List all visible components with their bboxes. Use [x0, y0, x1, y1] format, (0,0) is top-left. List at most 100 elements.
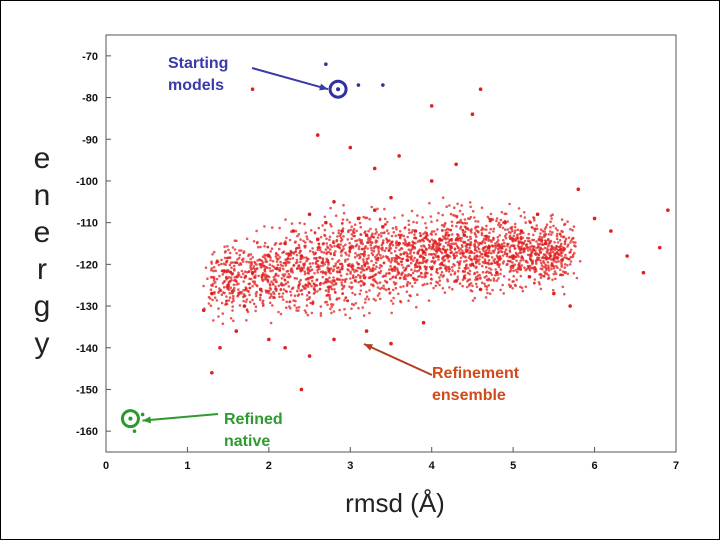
- cloud-point: [468, 278, 472, 281]
- cloud-point: [372, 297, 376, 301]
- data-point: [413, 229, 418, 233]
- data-point: [519, 229, 524, 233]
- cloud-point: [573, 251, 576, 255]
- cloud-point: [259, 258, 262, 262]
- cloud-point: [413, 247, 417, 250]
- cloud-point: [249, 266, 252, 269]
- cloud-point: [503, 234, 507, 238]
- cloud-point: [477, 247, 481, 251]
- cloud-point: [296, 246, 300, 250]
- cloud-point: [346, 299, 350, 303]
- cloud-point: [344, 243, 347, 247]
- cloud-point: [469, 249, 472, 253]
- y-axis-label-letter: g: [34, 290, 51, 323]
- cloud-point: [277, 274, 280, 278]
- cloud-point: [351, 276, 355, 279]
- cloud-point: [387, 259, 391, 262]
- cloud-point: [512, 269, 515, 273]
- cloud-point: [471, 299, 475, 302]
- cloud-point: [359, 274, 362, 278]
- cloud-point: [341, 249, 344, 253]
- cloud-point: [374, 232, 377, 236]
- cloud-point: [383, 223, 387, 226]
- cloud-point: [254, 270, 257, 274]
- data-point: [210, 291, 214, 296]
- cloud-point: [415, 260, 419, 264]
- plot-border: [105, 34, 677, 453]
- cloud-point: [409, 274, 413, 277]
- cloud-point: [552, 224, 555, 228]
- cloud-point: [253, 260, 256, 264]
- cloud-point: [342, 211, 346, 215]
- cloud-point: [223, 251, 227, 254]
- cloud-point: [430, 230, 434, 233]
- cloud-point: [402, 252, 406, 256]
- cloud-point: [495, 240, 499, 244]
- cloud-point: [376, 236, 380, 239]
- cloud-point: [446, 237, 449, 240]
- cloud-point: [545, 250, 549, 253]
- cloud-point: [248, 286, 252, 290]
- cloud-point: [513, 231, 516, 235]
- cloud-point: [221, 281, 225, 285]
- cloud-point: [517, 268, 520, 271]
- cloud-point: [225, 260, 228, 264]
- cloud-point: [377, 233, 381, 236]
- cloud-point: [555, 234, 559, 238]
- cloud-point: [407, 299, 410, 303]
- cloud-point: [362, 260, 366, 264]
- cloud-point: [243, 270, 247, 274]
- cloud-point: [334, 264, 337, 268]
- cloud-point: [255, 229, 258, 233]
- cloud-point: [432, 247, 436, 251]
- cloud-point: [292, 263, 296, 267]
- cloud-point: [401, 257, 405, 261]
- cloud-point: [436, 281, 440, 285]
- cloud-point: [254, 309, 257, 313]
- cloud-point: [445, 205, 449, 208]
- cloud-point: [432, 286, 435, 290]
- cloud-point: [268, 296, 272, 300]
- cloud-point: [424, 235, 428, 239]
- cloud-point: [307, 272, 311, 275]
- data-point: [132, 429, 137, 433]
- cloud-point: [265, 260, 269, 263]
- cloud-point: [323, 228, 327, 232]
- cloud-point: [500, 210, 504, 214]
- cloud-point: [385, 272, 388, 276]
- cloud-point: [558, 268, 562, 272]
- starting-label: Starting: [168, 55, 228, 72]
- cloud-point: [424, 265, 427, 269]
- cloud-point: [366, 247, 370, 250]
- cloud-point: [282, 267, 285, 271]
- cloud-point: [368, 289, 371, 292]
- cloud-point: [403, 226, 407, 230]
- cloud-point: [310, 268, 314, 272]
- cloud-point: [303, 222, 306, 226]
- cloud-point: [266, 245, 270, 249]
- cloud-point: [313, 284, 317, 288]
- cloud-point: [215, 299, 219, 302]
- cloud-point: [384, 288, 388, 292]
- cloud-point: [362, 254, 366, 258]
- y-tick-label: -90: [82, 134, 98, 146]
- cloud-point: [440, 223, 444, 227]
- cloud-point: [357, 253, 361, 257]
- cloud-point: [430, 278, 434, 281]
- cloud-point: [461, 278, 465, 282]
- cloud-point: [520, 256, 523, 260]
- cloud-point: [553, 241, 556, 244]
- cloud-point: [270, 247, 274, 250]
- data-point: [140, 412, 145, 417]
- cloud-point: [350, 233, 354, 236]
- data-point: [364, 233, 369, 237]
- cloud-point: [357, 266, 361, 270]
- cloud-point: [457, 266, 461, 270]
- cloud-point: [243, 276, 246, 280]
- cloud-point: [430, 238, 434, 241]
- cloud-point: [244, 288, 247, 292]
- cloud-point: [456, 269, 460, 273]
- cloud-point: [316, 248, 320, 251]
- cloud-point: [267, 292, 271, 295]
